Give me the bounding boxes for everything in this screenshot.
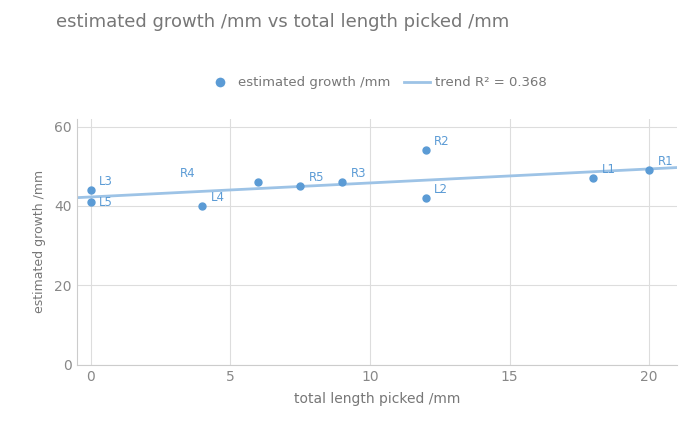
Point <box>420 195 431 201</box>
Point <box>85 187 96 193</box>
Text: L4: L4 <box>211 191 225 204</box>
Point <box>644 167 655 174</box>
Point <box>420 147 431 154</box>
Point <box>85 198 96 205</box>
Text: estimated growth /mm vs total length picked /mm: estimated growth /mm vs total length pic… <box>56 13 509 31</box>
Legend: estimated growth /mm, trend R² = 0.368: estimated growth /mm, trend R² = 0.368 <box>201 71 553 95</box>
Text: L3: L3 <box>99 175 113 188</box>
Point <box>588 175 599 181</box>
Text: L1: L1 <box>602 163 616 176</box>
Y-axis label: estimated growth /mm: estimated growth /mm <box>33 170 46 313</box>
Text: L2: L2 <box>434 183 448 196</box>
Text: R1: R1 <box>658 155 673 168</box>
Text: L5: L5 <box>99 196 113 209</box>
Point <box>336 179 348 186</box>
Text: R5: R5 <box>309 171 324 184</box>
X-axis label: total length picked /mm: total length picked /mm <box>294 392 460 406</box>
Point <box>197 203 208 209</box>
Text: R4: R4 <box>180 167 195 180</box>
Point <box>253 179 264 186</box>
Point <box>295 183 306 190</box>
Text: R3: R3 <box>350 167 366 180</box>
Text: R2: R2 <box>434 136 450 148</box>
